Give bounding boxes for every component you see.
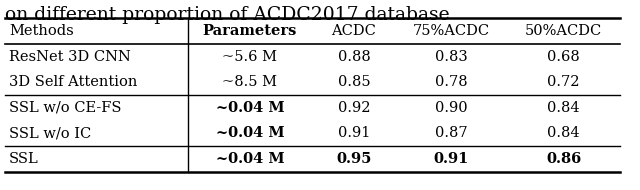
Text: 0.87: 0.87 bbox=[435, 127, 468, 140]
Text: 0.83: 0.83 bbox=[435, 50, 468, 63]
Text: 0.72: 0.72 bbox=[547, 75, 580, 89]
Text: ~5.6 M: ~5.6 M bbox=[223, 50, 277, 63]
Text: Methods: Methods bbox=[9, 24, 74, 38]
Text: ACDC: ACDC bbox=[332, 24, 376, 38]
Text: 0.78: 0.78 bbox=[435, 75, 468, 89]
Text: SSL: SSL bbox=[9, 152, 38, 166]
Text: 0.95: 0.95 bbox=[336, 152, 372, 166]
Text: 0.85: 0.85 bbox=[338, 75, 370, 89]
Text: 0.68: 0.68 bbox=[547, 50, 580, 63]
Text: ~0.04 M: ~0.04 M bbox=[216, 101, 284, 115]
Text: 0.84: 0.84 bbox=[547, 127, 580, 140]
Text: 0.92: 0.92 bbox=[338, 101, 370, 115]
Text: 0.84: 0.84 bbox=[547, 101, 580, 115]
Text: ResNet 3D CNN: ResNet 3D CNN bbox=[9, 50, 131, 63]
Text: 75%ACDC: 75%ACDC bbox=[413, 24, 490, 38]
Text: ~0.04 M: ~0.04 M bbox=[216, 127, 284, 140]
Text: 0.91: 0.91 bbox=[434, 152, 469, 166]
Text: 0.86: 0.86 bbox=[546, 152, 581, 166]
Text: 0.91: 0.91 bbox=[338, 127, 370, 140]
Text: ~0.04 M: ~0.04 M bbox=[216, 152, 284, 166]
Text: SSL w/o CE-FS: SSL w/o CE-FS bbox=[9, 101, 122, 115]
Text: 0.90: 0.90 bbox=[435, 101, 468, 115]
Text: 3D Self Attention: 3D Self Attention bbox=[9, 75, 138, 89]
Text: ~8.5 M: ~8.5 M bbox=[223, 75, 277, 89]
Text: on different proportion of ACDC2017 database: on different proportion of ACDC2017 data… bbox=[5, 6, 450, 24]
Text: Parameters: Parameters bbox=[203, 24, 297, 38]
Text: 50%ACDC: 50%ACDC bbox=[525, 24, 602, 38]
Text: 0.88: 0.88 bbox=[337, 50, 371, 63]
Text: SSL w/o IC: SSL w/o IC bbox=[9, 127, 92, 140]
